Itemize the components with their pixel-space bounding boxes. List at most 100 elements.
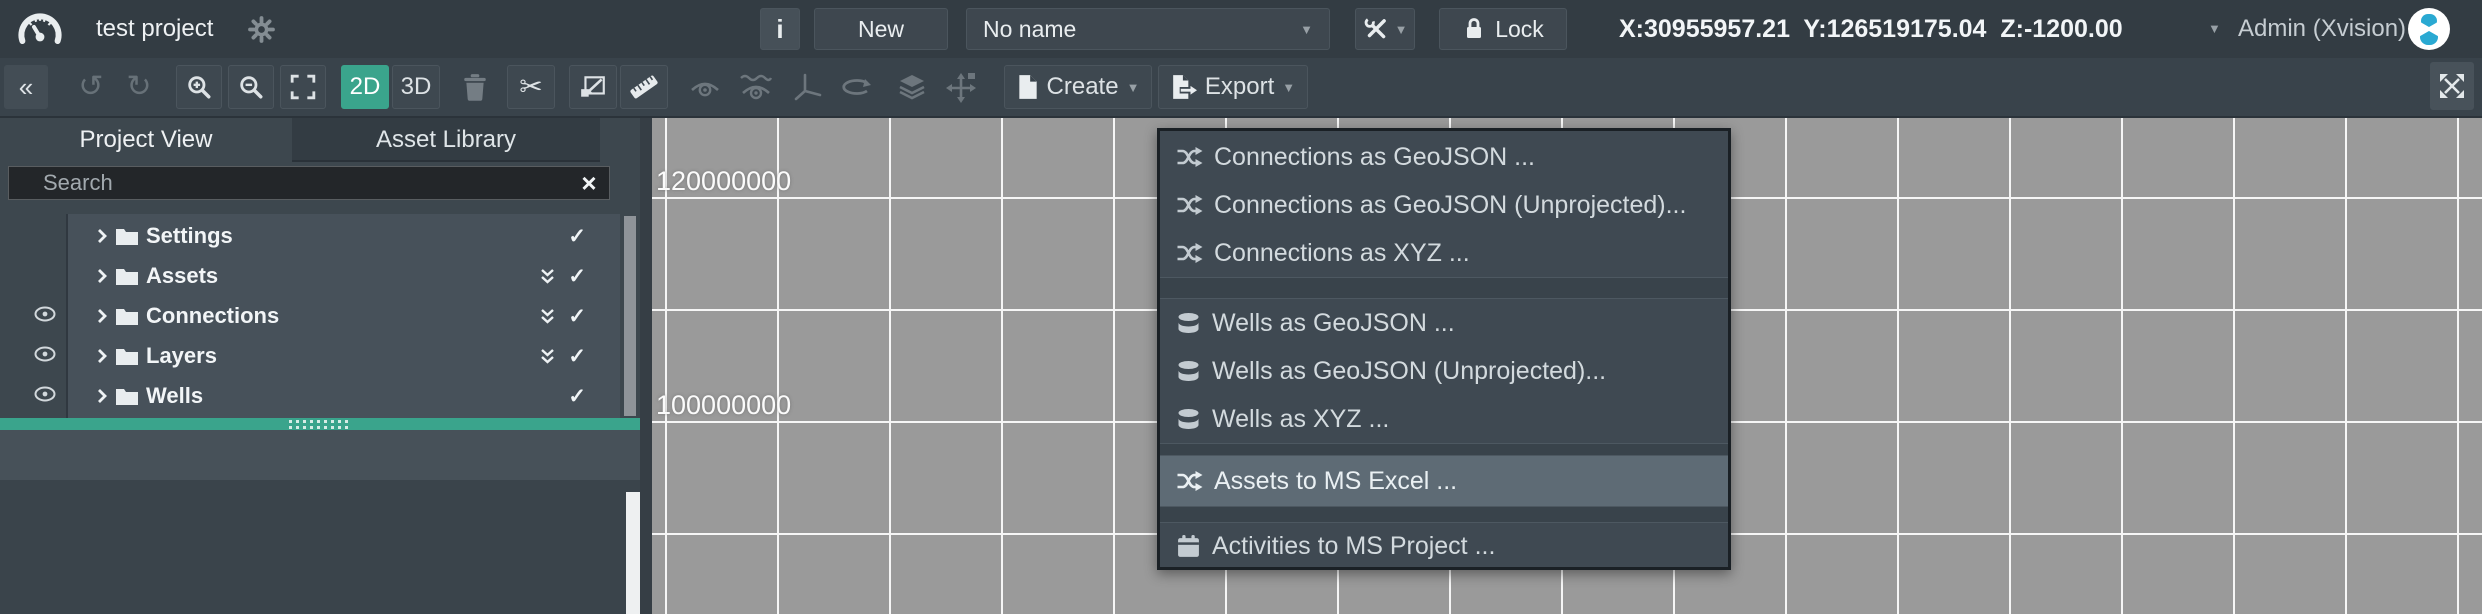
check-icon[interactable]: ✓: [568, 304, 586, 328]
delete-button[interactable]: [453, 65, 497, 109]
search-input[interactable]: [9, 170, 569, 196]
double-chevron-down-icon[interactable]: [540, 348, 555, 365]
menu-item-label: Activities to MS Project ...: [1212, 531, 1496, 560]
menu-item-wells-xyz[interactable]: Wells as XYZ ...: [1160, 395, 1728, 443]
tab-asset-library[interactable]: Asset Library: [292, 118, 600, 162]
menu-item-wells-geojson[interactable]: Wells as GeoJSON ...: [1160, 299, 1728, 347]
gutter-divider: [66, 214, 68, 418]
eye-icon: [691, 82, 719, 97]
chevron-down-icon: ▼: [1282, 79, 1296, 95]
export-menu-group-wells: Wells as GeoJSON ... Wells as GeoJSON (U…: [1160, 299, 1728, 443]
export-menu: Connections as GeoJSON ... Connections a…: [1157, 128, 1731, 570]
database-icon: [1178, 409, 1199, 429]
visibility-surface-button[interactable]: [730, 65, 782, 109]
lower-panel: [0, 480, 640, 614]
fullscreen-button[interactable]: [2430, 62, 2474, 110]
measure-button[interactable]: [620, 65, 668, 109]
user-menu-chevron-icon[interactable]: ▼: [2208, 21, 2221, 36]
check-icon[interactable]: ✓: [568, 264, 586, 288]
shuffle-icon: [1177, 195, 1203, 215]
menu-item-assets-ms-excel[interactable]: Assets to MS Excel ...: [1160, 456, 1728, 506]
orbit-button[interactable]: [832, 65, 880, 109]
panel-splitter[interactable]: [0, 418, 640, 430]
cut-button[interactable]: ✂: [507, 65, 555, 109]
eye-icon[interactable]: [34, 294, 58, 334]
scene-select[interactable]: No name ▼: [966, 8, 1330, 50]
undo-button[interactable]: ↺: [70, 65, 112, 109]
lock-button[interactable]: Lock: [1439, 8, 1567, 50]
tree-scrollbar-thumb[interactable]: [624, 216, 636, 416]
double-chevron-left-icon: «: [18, 72, 34, 102]
mode-2d-button[interactable]: 2D: [341, 65, 389, 109]
layers-button[interactable]: [890, 65, 934, 109]
create-dropdown-button[interactable]: Create ▼: [1004, 65, 1152, 109]
menu-divider: [1160, 443, 1728, 456]
zoom-out-icon: [240, 76, 263, 99]
axes-button[interactable]: [786, 65, 828, 109]
menu-item-label: Connections as GeoJSON ...: [1214, 142, 1535, 171]
export-dropdown-button[interactable]: Export ▼: [1158, 65, 1308, 109]
check-icon[interactable]: ✓: [568, 224, 586, 248]
project-settings-gear-icon[interactable]: [248, 16, 275, 43]
database-icon: [1178, 361, 1199, 381]
menu-item-connections-xyz[interactable]: Connections as XYZ ...: [1160, 229, 1728, 277]
menu-item-connections-geojson[interactable]: Connections as GeoJSON ...: [1160, 133, 1728, 181]
tree-label: Connections: [146, 303, 280, 328]
create-file-icon: [1018, 75, 1037, 99]
visibility-button[interactable]: [684, 65, 726, 109]
move-track-button[interactable]: [936, 65, 986, 109]
zoom-in-button[interactable]: [176, 65, 222, 109]
menu-item-wells-geojson-unprojected[interactable]: Wells as GeoJSON (Unprojected)...: [1160, 347, 1728, 395]
tools-dropdown-button[interactable]: ▼: [1355, 8, 1415, 50]
axis-label: 120000000: [656, 166, 792, 196]
menu-item-label: Wells as GeoJSON (Unprojected)...: [1212, 356, 1607, 385]
menu-item-label: Wells as GeoJSON ...: [1212, 308, 1455, 337]
tree-row-connections[interactable]: Connections ✓: [68, 296, 620, 336]
user-label: Admin (Xvision): [2238, 15, 2407, 42]
tree-row-assets[interactable]: Assets ✓: [68, 256, 620, 296]
menu-item-connections-geojson-unprojected[interactable]: Connections as GeoJSON (Unprojected)...: [1160, 181, 1728, 229]
folder-icon: [116, 389, 138, 405]
lower-scrollbar-track[interactable]: [626, 492, 640, 614]
new-button[interactable]: New: [814, 8, 948, 50]
tree-row-wells[interactable]: Wells ✓: [68, 376, 620, 416]
menu-item-activities-ms-project[interactable]: Activities to MS Project ...: [1160, 523, 1728, 569]
double-chevron-down-icon[interactable]: [540, 308, 555, 325]
zoom-out-button[interactable]: [228, 65, 274, 109]
double-chevron-down-icon[interactable]: [540, 268, 555, 285]
chevron-down-icon: ▼: [1126, 79, 1140, 95]
tab-project-view[interactable]: Project View: [79, 126, 213, 153]
wrench-screwdriver-icon: [1363, 16, 1389, 42]
top-bar: test project i New No name ▼: [0, 0, 2482, 58]
clear-search-icon[interactable]: ×: [581, 168, 597, 198]
eye-icon[interactable]: [34, 334, 58, 374]
chevron-right-icon: [98, 269, 107, 283]
map-gridline-vertical: [1001, 118, 1003, 614]
check-icon[interactable]: ✓: [568, 384, 586, 408]
folder-icon: [116, 349, 138, 365]
undo-icon: ↺: [78, 70, 104, 103]
eye-icon[interactable]: [34, 374, 58, 414]
scissors-icon: ✂: [519, 71, 543, 102]
orbit-icon: [842, 79, 871, 95]
fit-view-icon: [290, 74, 316, 100]
calendar-icon: [1178, 534, 1199, 557]
map-gridline-vertical: [2345, 118, 2347, 614]
transform-icon: [581, 76, 605, 97]
map-gridline-vertical: [2233, 118, 2235, 614]
folder-icon: [116, 269, 138, 285]
check-icon[interactable]: ✓: [568, 344, 586, 368]
splitter-grip-icon: [289, 419, 351, 429]
project-title: test project: [96, 15, 214, 42]
transform-button[interactable]: [569, 65, 617, 109]
user-avatar[interactable]: [2408, 8, 2450, 50]
shuffle-icon: [1177, 471, 1203, 491]
tree-row-settings[interactable]: Settings ✓: [68, 216, 620, 256]
collapse-panel-button[interactable]: «: [4, 65, 48, 109]
info-button[interactable]: i: [760, 8, 800, 50]
redo-button[interactable]: ↻: [118, 65, 160, 109]
mode-3d-button[interactable]: 3D: [392, 65, 440, 109]
zoom-fit-button[interactable]: [280, 65, 326, 109]
tree-row-layers[interactable]: Layers ✓: [68, 336, 620, 376]
